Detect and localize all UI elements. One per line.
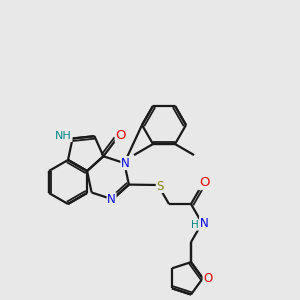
Text: O: O <box>199 176 209 190</box>
Text: O: O <box>116 129 126 142</box>
Text: NH: NH <box>55 131 72 142</box>
Text: O: O <box>203 272 212 285</box>
Text: H: H <box>191 220 199 230</box>
Text: S: S <box>156 179 164 193</box>
Text: N: N <box>107 193 116 206</box>
Text: N: N <box>200 217 208 230</box>
Text: N: N <box>121 157 130 169</box>
